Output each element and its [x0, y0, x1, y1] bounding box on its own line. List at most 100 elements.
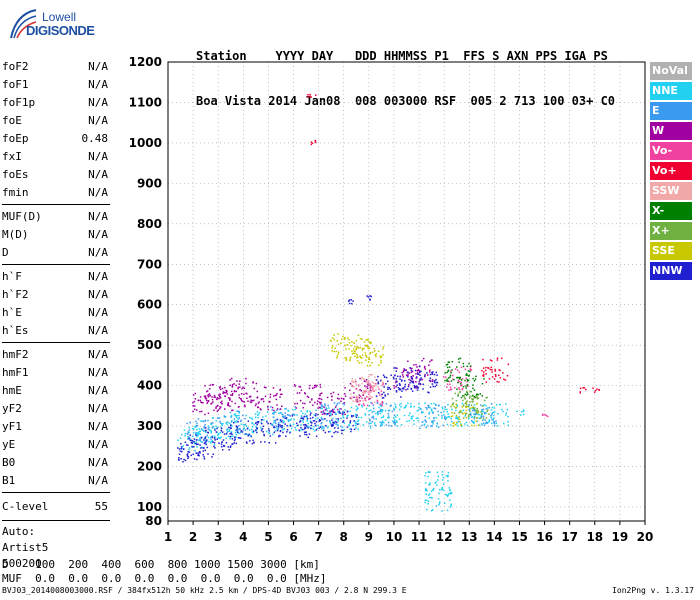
data-mark: [211, 396, 213, 398]
data-mark: [213, 409, 215, 412]
data-mark: [490, 409, 493, 411]
data-mark: [424, 501, 426, 504]
data-mark: [314, 414, 317, 417]
data-mark: [482, 375, 485, 377]
x-tick-label: 14: [486, 530, 503, 544]
data-mark: [466, 385, 469, 387]
data-mark: [307, 422, 310, 425]
data-mark: [387, 413, 390, 415]
data-mark: [468, 408, 470, 411]
data-mark: [458, 411, 460, 414]
data-mark: [406, 388, 409, 390]
data-mark: [464, 379, 466, 382]
data-mark: [357, 389, 360, 392]
legend-item: W: [650, 122, 692, 140]
data-mark: [364, 414, 367, 416]
data-mark: [269, 393, 272, 396]
data-mark: [287, 409, 289, 412]
data-mark: [231, 383, 234, 386]
data-mark: [436, 479, 439, 481]
data-mark: [279, 419, 282, 421]
data-mark: [226, 423, 228, 426]
data-mark: [471, 406, 474, 409]
data-mark: [331, 399, 333, 401]
data-mark: [207, 412, 210, 414]
data-mark: [349, 356, 352, 359]
data-mark: [315, 386, 317, 388]
data-mark: [273, 395, 275, 397]
data-mark: [431, 408, 433, 411]
data-mark: [380, 410, 382, 412]
data-mark: [467, 370, 470, 372]
data-mark: [277, 426, 280, 429]
data-mark: [380, 361, 382, 364]
data-mark: [430, 403, 433, 405]
data-mark: [256, 427, 258, 429]
data-mark: [256, 397, 259, 399]
data-mark: [346, 426, 349, 428]
data-mark: [331, 347, 333, 349]
data-mark: [231, 438, 234, 440]
data-mark: [410, 371, 413, 374]
data-mark: [342, 402, 344, 405]
data-mark: [309, 95, 311, 98]
data-mark: [411, 380, 413, 383]
data-mark: [405, 389, 407, 391]
data-mark: [467, 415, 470, 418]
data-mark: [275, 425, 278, 427]
param-row: foE N/A: [2, 112, 108, 130]
data-mark: [447, 471, 450, 474]
data-mark: [316, 384, 318, 387]
data-mark: [447, 474, 449, 477]
data-mark: [183, 458, 185, 461]
data-mark: [195, 426, 197, 428]
data-mark: [221, 441, 223, 444]
x-tick-label: 13: [461, 530, 478, 544]
data-point: [204, 426, 234, 451]
data-mark: [372, 415, 375, 418]
data-mark: [455, 409, 457, 412]
data-mark: [395, 380, 397, 382]
data-mark: [447, 480, 449, 482]
data-mark: [368, 422, 370, 425]
data-mark: [215, 398, 218, 400]
param-name: h`F: [2, 270, 22, 283]
data-mark: [353, 428, 356, 431]
data-mark: [447, 380, 449, 382]
data-mark: [393, 416, 395, 419]
data-mark: [356, 395, 359, 398]
data-mark: [372, 407, 375, 410]
data-mark: [424, 419, 426, 421]
data-mark: [249, 440, 251, 442]
data-mark: [446, 494, 448, 497]
data-mark: [407, 360, 409, 363]
data-mark: [255, 430, 257, 432]
data-mark: [329, 410, 331, 413]
data-mark: [351, 385, 353, 387]
data-mark: [449, 499, 451, 501]
data-mark: [466, 390, 468, 393]
data-mark: [341, 432, 343, 435]
x-tick-label: 17: [561, 530, 578, 544]
param-name: foF1: [2, 78, 29, 91]
data-mark: [376, 400, 379, 403]
data-mark: [429, 471, 431, 473]
auto-artist: Artist5: [2, 541, 49, 554]
data-mark: [224, 416, 226, 418]
data-mark: [246, 428, 249, 430]
data-mark: [209, 436, 212, 439]
data-mark: [367, 379, 370, 382]
data-mark: [254, 416, 257, 419]
data-mark: [340, 425, 342, 428]
data-mark: [255, 403, 257, 405]
data-mark: [491, 360, 493, 362]
data-mark: [496, 380, 498, 383]
data-mark: [208, 429, 211, 432]
data-mark: [458, 415, 460, 418]
data-mark: [491, 418, 493, 421]
data-mark: [447, 370, 449, 373]
data-mark: [353, 342, 355, 344]
data-mark: [476, 398, 479, 400]
data-mark: [302, 428, 304, 431]
data-mark: [451, 404, 453, 406]
